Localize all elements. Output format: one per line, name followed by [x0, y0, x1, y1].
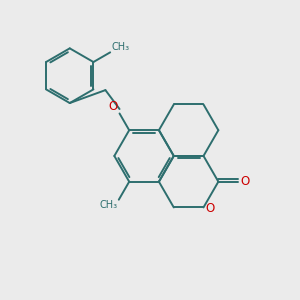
Text: CH₃: CH₃ [99, 200, 117, 210]
Text: O: O [109, 100, 118, 113]
Text: O: O [241, 175, 250, 188]
Text: O: O [205, 202, 214, 214]
Text: CH₃: CH₃ [112, 42, 130, 52]
